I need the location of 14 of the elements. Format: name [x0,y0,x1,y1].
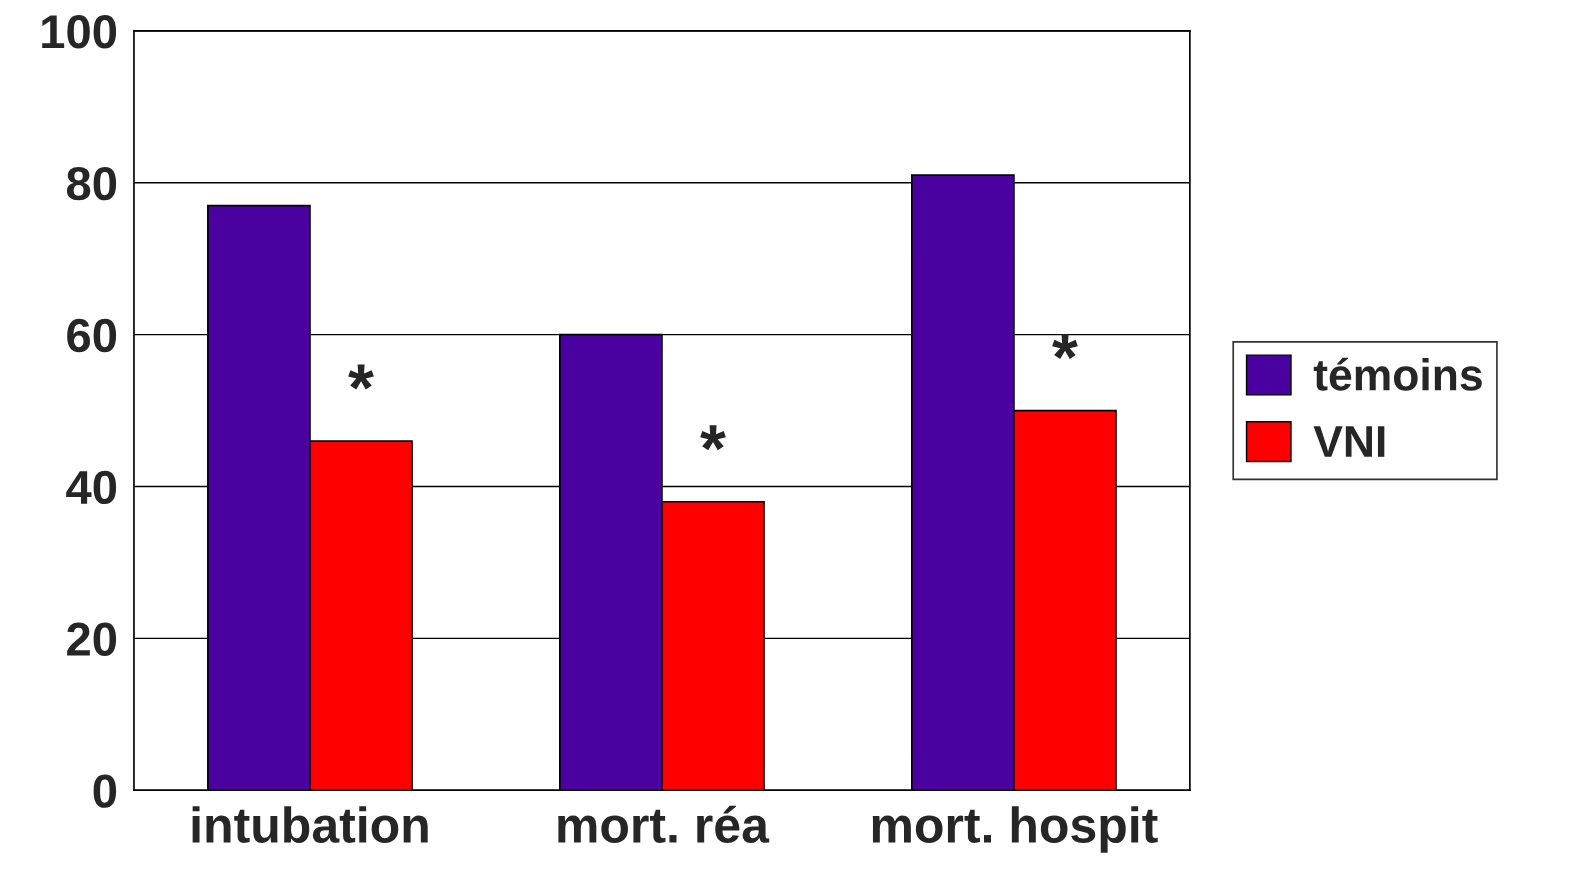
y-tick-label: 20 [67,622,117,656]
y-tick-label: 80 [66,166,117,201]
x-tick-label: intubation [192,806,428,843]
legend-label: témoins [1313,357,1482,391]
annotation: * [700,425,726,451]
y-tick-label: 40 [66,470,117,505]
y-tick-label: 0 [93,774,117,808]
legend-label: VNI [1313,426,1385,457]
x-tick-label: mort. hospit [872,806,1158,853]
y-tick-label: 100 [42,15,117,49]
annotation: * [348,364,374,390]
y-tick-label: 60 [67,318,117,353]
annotation: * [1052,334,1078,360]
x-tick-label: mort. réa [558,805,770,843]
